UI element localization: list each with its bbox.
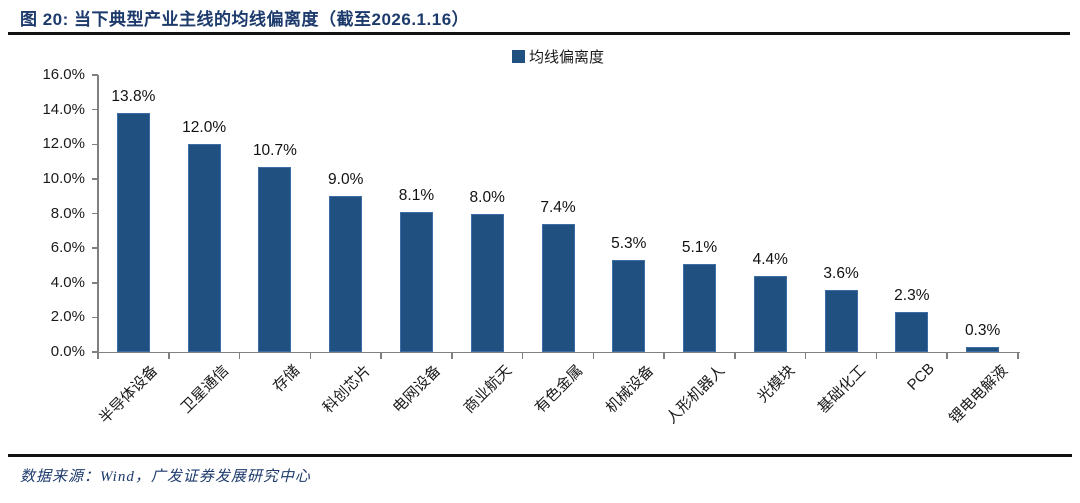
bar-value-label: 0.3% <box>964 321 1001 339</box>
bar-卫星通信 <box>187 144 221 352</box>
x-axis-category-label: 锂电电解液 <box>945 362 1011 428</box>
y-axis-tick-mark <box>92 178 98 180</box>
bar-value-label: 5.1% <box>681 238 718 256</box>
footer-divider <box>8 454 1072 457</box>
bar-电网设备 <box>399 211 433 352</box>
y-axis-tick-mark <box>92 108 98 111</box>
bar-有色金属 <box>541 223 575 352</box>
bar-基础化工 <box>824 289 858 352</box>
bar-value-label: 10.7% <box>252 141 297 159</box>
data-source-note: 数据来源：Wind，广发证券发展研究中心 <box>20 469 311 485</box>
x-axis-tick-mark <box>1017 353 1019 359</box>
y-axis-tick-mark <box>92 282 98 284</box>
bar-半导体设备 <box>116 113 150 352</box>
y-axis-tick-mark <box>92 316 98 319</box>
bar-value-label: 8.1% <box>398 186 435 204</box>
y-axis-tick-label: 8.0% <box>50 204 85 222</box>
bar-商业航天 <box>470 213 504 352</box>
legend-swatch-icon <box>511 50 525 63</box>
bar-value-label: 12.0% <box>182 119 227 137</box>
x-axis-tick-mark <box>734 353 736 359</box>
x-axis-category-label: 科创芯片 <box>319 362 374 417</box>
figure-title: 图 20: 当下典型产业主线的均线偏离度（截至2026.1.16） <box>20 10 470 29</box>
x-axis-tick-mark <box>238 353 241 359</box>
y-axis-tick-label: 16.0% <box>42 66 85 83</box>
x-axis-category-label: 半导体设备 <box>96 362 162 428</box>
x-axis-tick-mark <box>451 353 453 359</box>
y-axis-tick-mark <box>92 74 98 76</box>
y-axis-tick-label: 12.0% <box>42 135 85 153</box>
x-axis-category-label: 基础化工 <box>814 362 870 417</box>
bar-锂电电解液 <box>966 346 1000 352</box>
legend-label: 均线偏离度 <box>528 49 604 66</box>
y-axis-tick-label: 4.0% <box>50 273 85 291</box>
bar-光模块 <box>753 275 787 352</box>
x-axis-category-label: PCB <box>904 360 938 394</box>
y-axis-tick-mark <box>92 143 98 145</box>
x-axis-tick-mark <box>946 353 948 359</box>
plot-area: 16.0% 14.0% 12.0% 10.0% 8.0% 6.0% 4.0% 2.0% 0.0%… <box>42 66 1020 427</box>
bar-机械设备 <box>612 260 646 352</box>
bar-value-label: 13.8% <box>111 88 156 106</box>
x-axis-tick-mark <box>804 353 807 359</box>
y-axis-tick-mark <box>92 247 98 249</box>
x-axis-tick-mark <box>663 353 665 359</box>
x-axis-category-label: 有色金属 <box>531 362 587 417</box>
x-axis-tick-mark <box>521 353 524 359</box>
x-axis-category-label: 机械设备 <box>602 362 657 417</box>
bar-PCB <box>895 312 929 352</box>
y-axis-tick-mark <box>92 212 98 215</box>
y-axis-tick-label: 6.0% <box>50 239 85 257</box>
x-axis-category-label: 存储 <box>269 362 304 396</box>
x-axis-tick-mark <box>875 353 878 359</box>
x-axis-category-label: 人形机器人 <box>662 362 728 428</box>
bar-value-label: 8.0% <box>469 188 505 206</box>
bar-value-label: 9.0% <box>328 171 364 189</box>
bar-value-label: 2.3% <box>894 287 930 305</box>
x-axis-category-label: 卫星通信 <box>177 362 233 417</box>
y-axis-tick-label: 2.0% <box>50 308 85 326</box>
x-axis-tick-mark <box>592 353 595 359</box>
x-axis-category-label: 商业航天 <box>460 362 516 417</box>
bar-value-label: 4.4% <box>752 250 788 268</box>
bar-科创芯片 <box>329 196 363 352</box>
x-axis-category-label: 光模块 <box>754 362 799 406</box>
bar-value-label: 5.3% <box>611 235 647 253</box>
y-axis-tick-mark <box>92 351 98 353</box>
y-axis-tick-label: 14.0% <box>42 100 85 118</box>
x-axis-tick-mark <box>309 353 312 359</box>
y-axis-tick-label: 0.0% <box>50 343 85 360</box>
bar-value-label: 7.4% <box>540 198 576 216</box>
x-axis-tick-mark <box>97 353 99 359</box>
chart-legend: 均线偏离度 <box>98 46 1018 67</box>
x-axis-tick-mark <box>380 353 382 359</box>
x-axis <box>97 351 1020 353</box>
x-axis-category-label: 电网设备 <box>390 362 445 417</box>
bar-人形机器人 <box>683 263 717 352</box>
title-divider <box>8 32 1070 35</box>
bar-value-label: 3.6% <box>823 264 859 282</box>
bar-存储 <box>258 166 292 352</box>
y-axis-tick-label: 10.0% <box>42 169 85 187</box>
x-axis-tick-mark <box>168 353 170 359</box>
